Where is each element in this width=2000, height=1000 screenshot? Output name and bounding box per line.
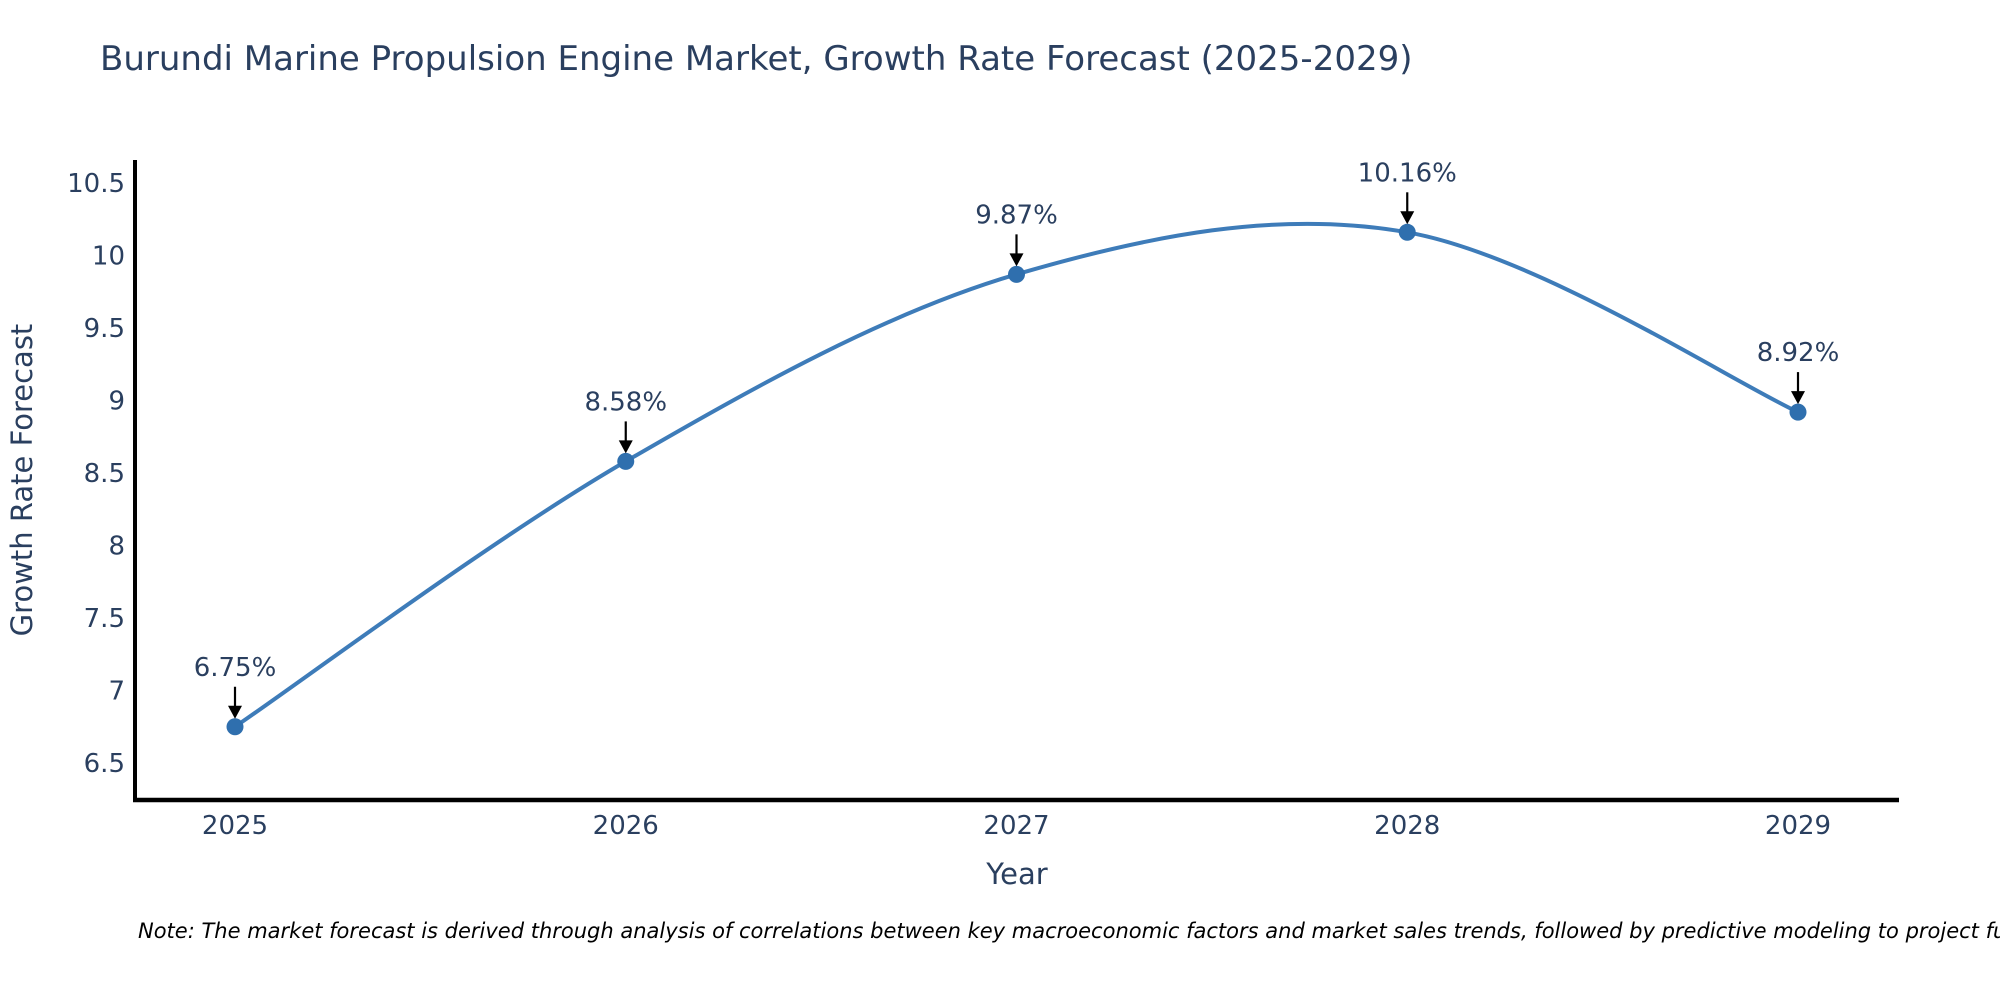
data-point-marker-2027[interactable] (1008, 265, 1025, 283)
y-tick-label: 7 (108, 677, 125, 707)
series-line (233, 221, 1800, 729)
data-point-label: 10.16% (1358, 158, 1457, 188)
annotation-arrow-head (1791, 391, 1805, 405)
footnote-container: Note: The market forecast is derived thr… (138, 919, 2000, 943)
y-tick-label: 6.5 (84, 749, 125, 779)
data-point-marker-2026[interactable] (617, 452, 635, 470)
annotation-arrow-head (618, 440, 633, 454)
x-tick-label: 2028 (1374, 811, 1440, 841)
y-tick-label: 8 (108, 532, 125, 562)
x-axis-title: Year (985, 857, 1047, 891)
x-tick-label: 2025 (202, 811, 268, 841)
data-point-marker-2029[interactable] (1789, 403, 1807, 421)
data-point-label: 8.58% (584, 387, 667, 417)
data-point-marker-2028[interactable] (1398, 223, 1416, 241)
data-point-marker-2025[interactable] (226, 718, 244, 736)
y-tick-label: 9 (108, 387, 125, 417)
x-tick-label: 2027 (983, 811, 1049, 841)
y-tick-label: 9.5 (84, 314, 125, 344)
data-point-label: 9.87% (975, 200, 1058, 230)
data-point-label: 6.75% (194, 653, 277, 683)
x-tick-label: 2029 (1765, 811, 1831, 841)
footnote: Note: The market forecast is derived thr… (138, 919, 2000, 943)
y-tick-label: 7.5 (84, 604, 125, 634)
annotation-arrow-head (1009, 253, 1024, 267)
data-point-label: 8.92% (1757, 338, 1840, 368)
annotation-arrow-head (1400, 211, 1415, 225)
y-tick-label: 10 (92, 242, 125, 272)
chart-title: Burundi Marine Propulsion Engine Market,… (100, 39, 1413, 79)
y-tick-label: 8.5 (84, 459, 125, 489)
annotation-arrow-head (228, 705, 242, 719)
y-tick-label: 10.5 (67, 169, 125, 199)
x-tick-label: 2026 (593, 811, 659, 841)
y-axis-title: Growth Rate Forecast (5, 324, 39, 637)
